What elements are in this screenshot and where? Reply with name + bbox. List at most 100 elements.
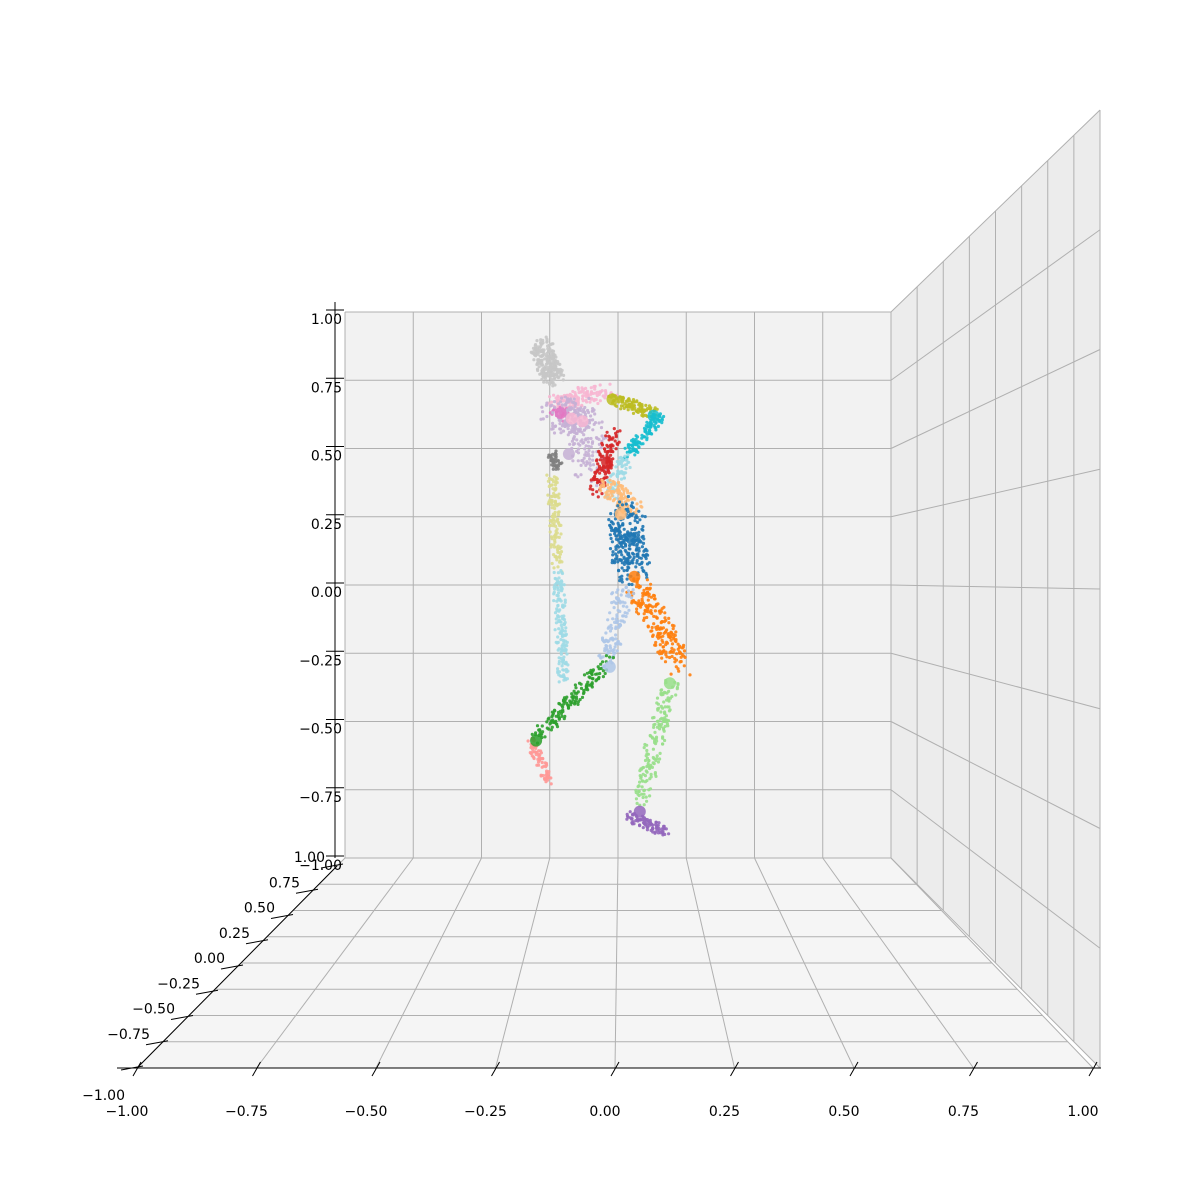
data-point: [603, 476, 607, 480]
data-point: [540, 363, 544, 367]
data-point: [639, 818, 643, 822]
data-point: [554, 449, 558, 453]
data-point: [620, 503, 625, 507]
data-point: [615, 554, 619, 558]
data-point: [587, 421, 592, 425]
data-point: [581, 691, 586, 696]
data-point: [667, 621, 671, 625]
data-point: [569, 397, 573, 401]
data-point: [562, 649, 566, 653]
data-point: [606, 445, 610, 449]
data-point: [653, 730, 657, 735]
x-tick-mark: [491, 1061, 500, 1077]
data-point: [550, 400, 554, 404]
data-point: [638, 440, 642, 445]
data-point: [567, 406, 572, 410]
data-point: [627, 608, 631, 612]
data-point: [600, 389, 604, 393]
data-point: [626, 445, 630, 449]
grid-line-z-side: [890, 229, 1101, 381]
x-tick-label: −0.75: [225, 1104, 268, 1120]
data-point: [646, 425, 650, 429]
data-point: [556, 459, 560, 463]
data-point: [648, 818, 652, 823]
data-point: [662, 826, 666, 830]
data-point: [600, 443, 605, 447]
data-point: [550, 342, 554, 346]
data-point: [619, 593, 623, 597]
data-point: [663, 724, 667, 729]
data-point: [659, 704, 663, 709]
point-cloud: [526, 335, 692, 837]
data-point: [611, 436, 615, 440]
data-point: [653, 597, 657, 601]
data-point: [616, 608, 620, 613]
data-point: [660, 620, 664, 624]
data-point: [608, 547, 613, 551]
data-point: [649, 595, 654, 599]
data-point: [561, 709, 565, 714]
data-point: [633, 453, 637, 457]
data-point: [680, 652, 684, 657]
data-point: [582, 688, 586, 693]
data-point: [594, 672, 598, 676]
joint-marker-left-hip: [628, 570, 641, 583]
data-point: [626, 560, 630, 565]
data-point: [645, 615, 649, 620]
data-point: [546, 493, 550, 497]
data-point: [620, 580, 624, 584]
data-point: [636, 552, 640, 556]
data-point: [549, 728, 554, 732]
data-point: [540, 405, 544, 409]
data-point: [549, 523, 553, 528]
data-point: [637, 784, 641, 788]
data-point: [616, 588, 620, 592]
data-point: [598, 486, 602, 490]
data-point: [647, 587, 652, 591]
x-tick-mark: [132, 1061, 142, 1077]
data-point: [566, 433, 570, 437]
data-point: [665, 628, 669, 632]
data-point: [583, 428, 587, 432]
y-tick-label: −0.75: [107, 1027, 150, 1043]
data-point: [560, 664, 564, 668]
data-point: [540, 760, 544, 765]
data-point: [641, 779, 645, 783]
x-tick-mark: [730, 1061, 739, 1077]
data-point: [646, 553, 650, 557]
data-point: [554, 459, 558, 463]
data-point: [616, 442, 620, 447]
data-point: [646, 598, 650, 602]
joint-marker-right-shin: [530, 734, 543, 747]
data-point: [580, 403, 584, 407]
data-point: [624, 458, 628, 462]
data-point: [553, 628, 557, 632]
data-point: [560, 396, 564, 400]
data-point: [598, 458, 603, 462]
data-point: [558, 523, 562, 528]
data-point: [537, 360, 542, 364]
data-point: [530, 732, 534, 737]
data-point: [557, 627, 561, 631]
tick-labels: −1.00−1.00−0.75−0.75−0.50−0.50−0.25−0.25…: [82, 312, 1098, 1120]
data-point: [648, 610, 653, 615]
data-point: [647, 561, 652, 565]
data-point: [615, 642, 620, 646]
data-point: [663, 616, 667, 620]
data-point: [630, 599, 634, 603]
axis-lines: [117, 302, 1101, 1077]
data-point: [645, 743, 649, 747]
data-point: [584, 463, 588, 467]
data-point: [538, 732, 542, 736]
data-point: [591, 677, 595, 681]
data-point: [555, 548, 560, 552]
data-point: [630, 582, 634, 587]
data-point: [560, 660, 565, 664]
data-point: [591, 458, 595, 462]
data-point: [656, 424, 661, 428]
data-point: [642, 788, 646, 793]
data-point: [537, 763, 541, 767]
data-point: [554, 355, 558, 359]
data-point: [632, 822, 636, 826]
data-point: [645, 748, 649, 753]
